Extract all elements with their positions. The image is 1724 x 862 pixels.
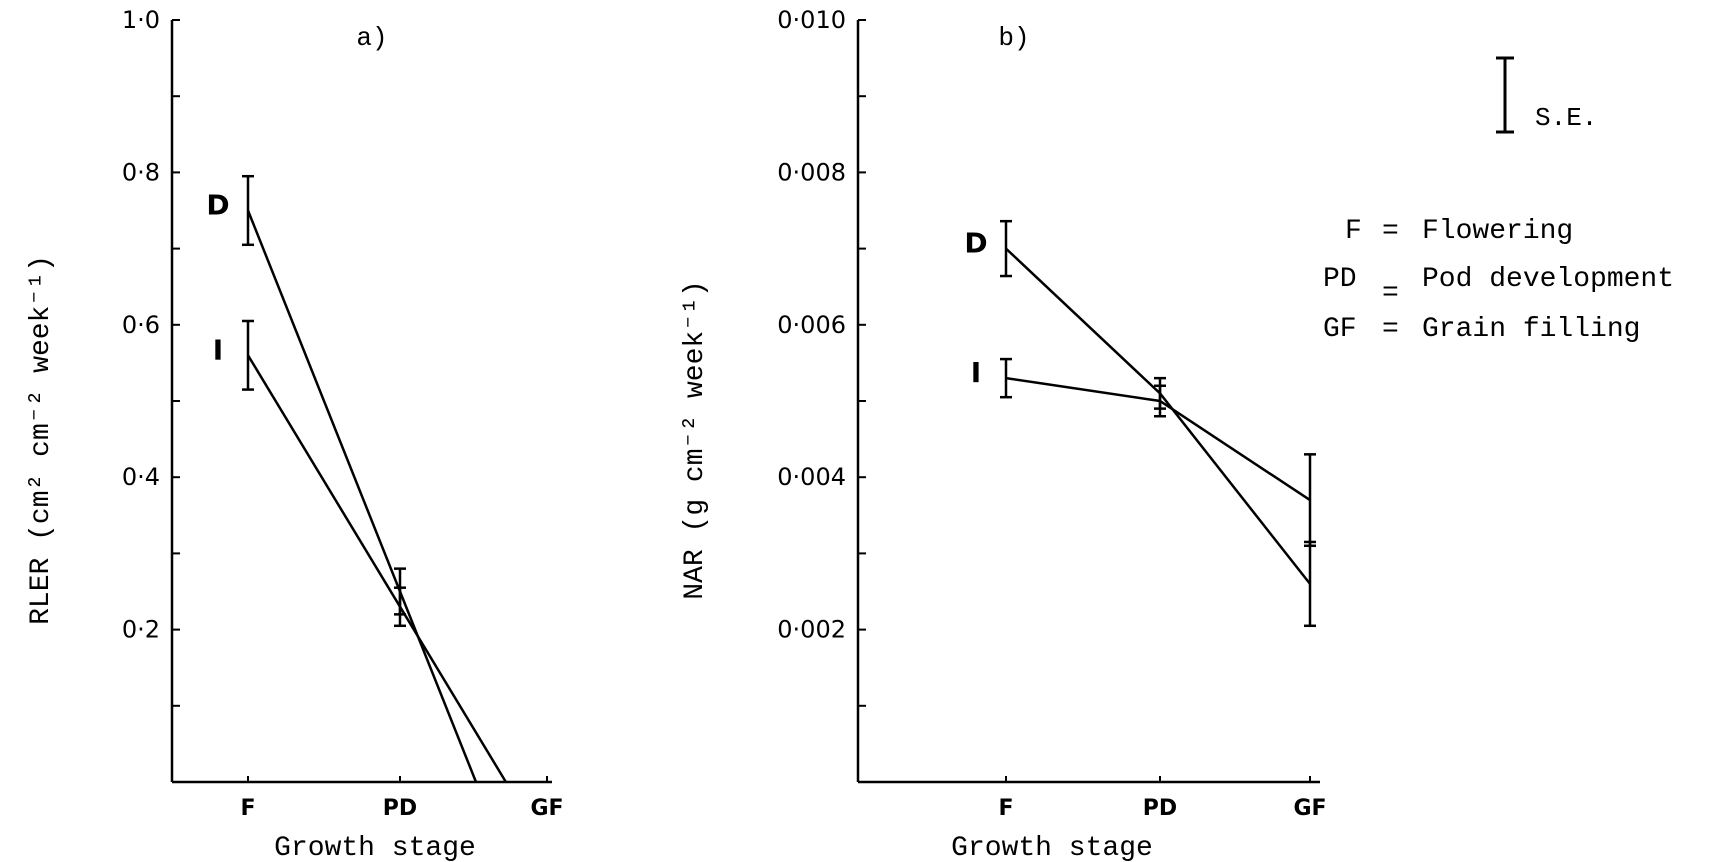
x-axis-label: Growth stage <box>274 833 476 862</box>
y-tick-label: 0·2 <box>122 616 160 644</box>
x-tick-label: GF <box>1293 796 1326 821</box>
legend-abbr-grain-filling: GF <box>1323 314 1357 345</box>
x-tick-label: PD <box>383 796 417 821</box>
y-tick-label: 1·0 <box>122 6 160 34</box>
x-tick-label: GF <box>530 796 563 821</box>
y-tick-label: 0·002 <box>777 616 846 644</box>
legend: S.E. F = Flowering PD = Pod development … <box>1323 56 1674 345</box>
y-tick-label: 0·6 <box>122 311 160 339</box>
legend-abbr-flowering: F <box>1345 216 1362 247</box>
series-label-D: D <box>206 189 229 222</box>
x-tick-label: F <box>240 796 255 821</box>
y-tick-label: 0·4 <box>122 463 160 491</box>
panel-a: 0·2 0·4 0·6 0·8 1·0 F PD GF Growth stage RLER (cm… <box>26 6 564 862</box>
y-axis-label: RLER (cm² cm⁻² week⁻¹) <box>26 255 57 625</box>
panel-label: b) <box>998 23 1029 53</box>
series-label-I: I <box>971 356 981 389</box>
se-label: S.E. <box>1535 103 1597 133</box>
legend-text-flowering: Flowering <box>1422 216 1573 247</box>
panel-b: 0·002 0·004 0·006 0·008 0·010 F PD GF Growth sta… <box>680 6 1327 862</box>
x-tick-label: F <box>998 796 1013 821</box>
series-line-I <box>246 354 507 783</box>
x-axis-label: Growth stage <box>951 833 1153 862</box>
y-tick-label: 0·006 <box>777 311 846 339</box>
y-tick-label: 0·010 <box>777 6 846 34</box>
series-label-D: D <box>964 227 987 260</box>
legend-text-grain-filling: Grain filling <box>1422 314 1640 345</box>
legend-abbr-pod-development: PD <box>1323 264 1357 295</box>
series-line-I <box>1005 376 1311 502</box>
y-tick-label: 0·8 <box>122 158 160 186</box>
y-tick-label: 0·004 <box>777 463 846 491</box>
se-indicator <box>1496 56 1514 134</box>
series-label-I: I <box>213 333 223 366</box>
y-axis-label: NAR (g cm⁻² week⁻¹) <box>680 280 711 599</box>
panel-label: a) <box>356 23 387 53</box>
series-line-D <box>246 210 478 783</box>
legend-sep-grain-filling: = <box>1382 314 1399 345</box>
legend-text-pod-development: Pod development <box>1422 264 1674 295</box>
legend-sep-pod-development: = <box>1382 278 1399 309</box>
y-tick-label: 0·008 <box>777 158 846 186</box>
legend-sep-flowering: = <box>1382 216 1399 247</box>
x-tick-label: PD <box>1143 796 1177 821</box>
